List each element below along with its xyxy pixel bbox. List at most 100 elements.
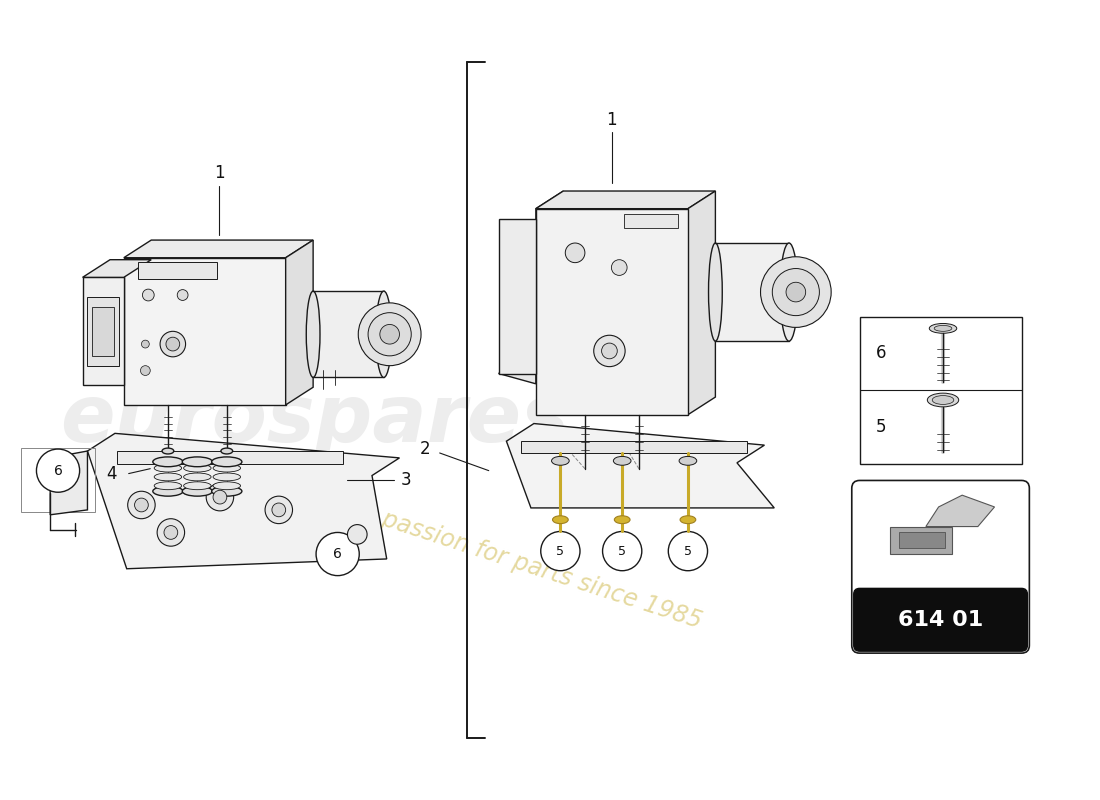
Bar (314, 291, 384, 378)
Ellipse shape (614, 516, 630, 524)
Polygon shape (82, 260, 151, 278)
Ellipse shape (183, 457, 212, 466)
Polygon shape (498, 191, 563, 384)
Bar (624, 214, 678, 228)
Ellipse shape (679, 457, 696, 466)
FancyBboxPatch shape (854, 588, 1027, 651)
Ellipse shape (154, 482, 182, 490)
Ellipse shape (221, 448, 233, 454)
Circle shape (206, 483, 233, 511)
Circle shape (786, 282, 805, 302)
Text: 5: 5 (684, 545, 692, 558)
Circle shape (379, 325, 399, 344)
Circle shape (316, 533, 360, 576)
Circle shape (177, 290, 188, 301)
Circle shape (157, 518, 185, 546)
Circle shape (265, 496, 293, 524)
Polygon shape (124, 240, 314, 258)
FancyBboxPatch shape (851, 481, 1030, 653)
Bar (117, 451, 342, 464)
Polygon shape (286, 240, 313, 405)
Bar (139, 262, 217, 279)
Bar (866, 594, 1015, 625)
Polygon shape (51, 451, 88, 514)
Circle shape (161, 331, 186, 357)
Polygon shape (890, 526, 953, 554)
Ellipse shape (927, 393, 959, 407)
Text: 5: 5 (876, 418, 887, 436)
Circle shape (368, 313, 411, 356)
Circle shape (128, 491, 155, 518)
Circle shape (142, 340, 150, 348)
Text: 6: 6 (333, 547, 342, 561)
Text: 2: 2 (420, 440, 430, 458)
Circle shape (134, 498, 148, 512)
Text: 4: 4 (107, 465, 117, 482)
Circle shape (760, 257, 832, 327)
Ellipse shape (184, 464, 211, 472)
Ellipse shape (708, 243, 723, 341)
Ellipse shape (780, 243, 798, 341)
Ellipse shape (184, 473, 211, 481)
Ellipse shape (934, 326, 952, 331)
Text: 5: 5 (557, 545, 564, 558)
Ellipse shape (154, 473, 182, 481)
Ellipse shape (153, 486, 183, 496)
Ellipse shape (932, 395, 954, 405)
Ellipse shape (551, 457, 569, 466)
Circle shape (164, 526, 178, 539)
Ellipse shape (614, 457, 631, 466)
Circle shape (565, 243, 585, 262)
Circle shape (602, 343, 617, 358)
Circle shape (141, 366, 151, 375)
Circle shape (142, 289, 154, 301)
Text: 1: 1 (214, 164, 224, 182)
Ellipse shape (552, 516, 569, 524)
Polygon shape (506, 423, 774, 508)
Circle shape (594, 335, 625, 366)
Ellipse shape (376, 291, 392, 378)
Ellipse shape (211, 486, 242, 496)
Bar (124, 258, 286, 405)
Bar (521, 442, 747, 453)
Bar (82, 278, 124, 386)
Circle shape (348, 525, 367, 544)
Ellipse shape (213, 473, 241, 481)
Text: 6: 6 (54, 464, 63, 478)
Text: 1: 1 (606, 111, 617, 130)
Bar (21, 448, 96, 512)
Bar (88, 297, 119, 366)
Ellipse shape (213, 482, 241, 490)
Ellipse shape (162, 448, 174, 454)
Ellipse shape (680, 516, 696, 524)
Polygon shape (900, 533, 946, 548)
Circle shape (213, 490, 227, 504)
Ellipse shape (930, 323, 957, 334)
Circle shape (36, 449, 79, 492)
Polygon shape (536, 191, 715, 209)
Ellipse shape (211, 457, 242, 466)
Ellipse shape (183, 486, 212, 496)
Ellipse shape (213, 464, 241, 472)
Ellipse shape (153, 457, 183, 466)
Ellipse shape (154, 464, 182, 472)
Circle shape (669, 531, 707, 570)
Bar (498, 219, 536, 374)
Text: a passion for parts since 1985: a passion for parts since 1985 (358, 500, 704, 634)
Bar (715, 243, 789, 341)
Bar (536, 209, 688, 414)
Circle shape (772, 269, 820, 316)
Circle shape (359, 303, 421, 366)
Ellipse shape (184, 482, 211, 490)
Text: eurospares: eurospares (60, 381, 570, 458)
Polygon shape (926, 495, 994, 526)
Circle shape (612, 260, 627, 275)
Text: 614 01: 614 01 (898, 610, 983, 630)
Bar (92, 306, 114, 356)
Polygon shape (688, 191, 715, 414)
Polygon shape (88, 434, 399, 569)
Text: 3: 3 (402, 471, 411, 490)
Bar (859, 317, 1022, 464)
Circle shape (166, 338, 179, 351)
Circle shape (603, 531, 641, 570)
